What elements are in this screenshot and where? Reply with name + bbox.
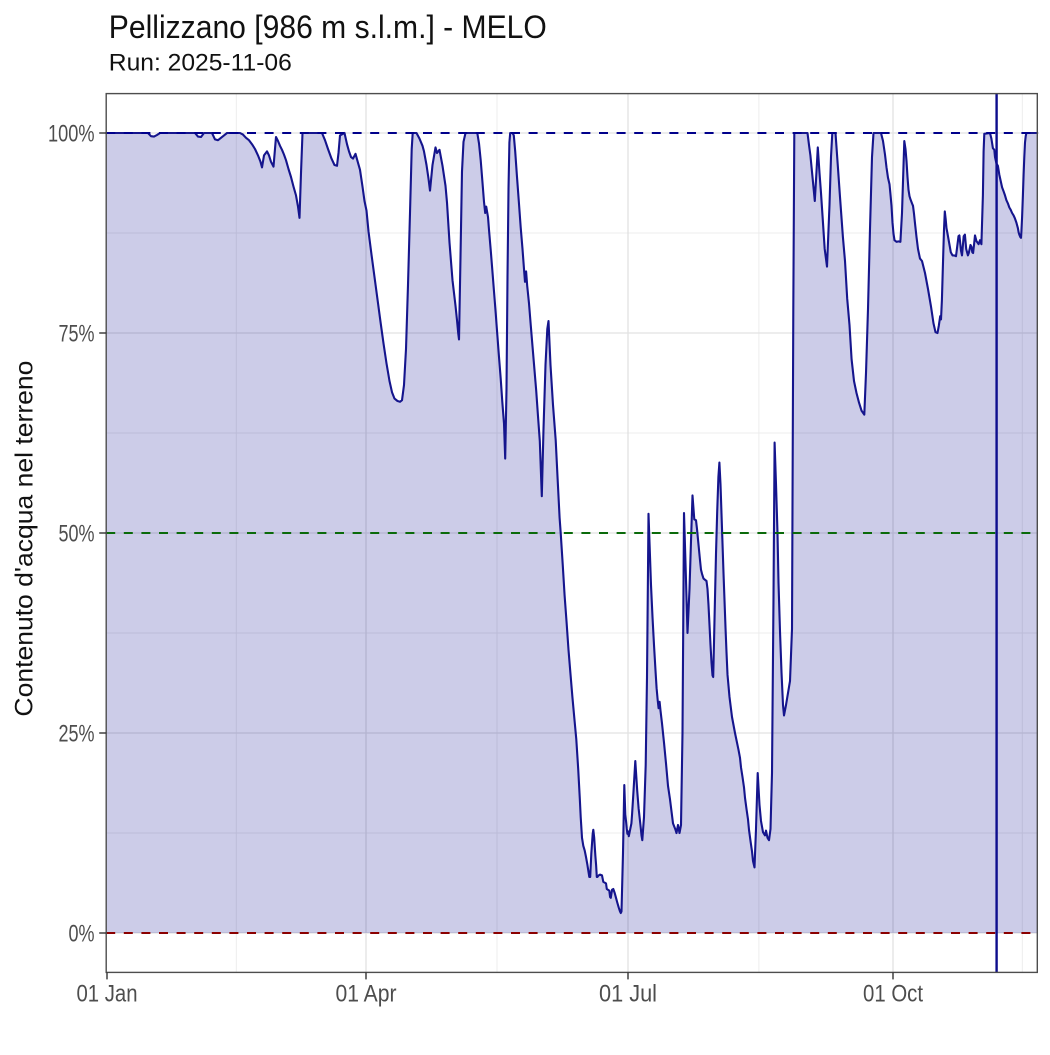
svg-text:50%: 50%	[59, 521, 95, 548]
svg-text:Contenuto d'acqua nel terreno: Contenuto d'acqua nel terreno	[11, 361, 39, 717]
svg-text:01 Oct: 01 Oct	[863, 980, 923, 1007]
svg-text:01 Jul: 01 Jul	[599, 980, 657, 1007]
svg-text:75%: 75%	[59, 321, 95, 348]
svg-text:100%: 100%	[48, 121, 95, 148]
svg-text:01 Jan: 01 Jan	[77, 980, 138, 1007]
svg-text:Run: 2025-11-06: Run: 2025-11-06	[109, 50, 292, 77]
svg-text:25%: 25%	[59, 721, 95, 748]
svg-text:0%: 0%	[69, 921, 95, 948]
svg-text:01 Apr: 01 Apr	[336, 980, 397, 1007]
svg-text:Pellizzano [986 m s.l.m.] - ME: Pellizzano [986 m s.l.m.] - MELO	[109, 9, 547, 45]
